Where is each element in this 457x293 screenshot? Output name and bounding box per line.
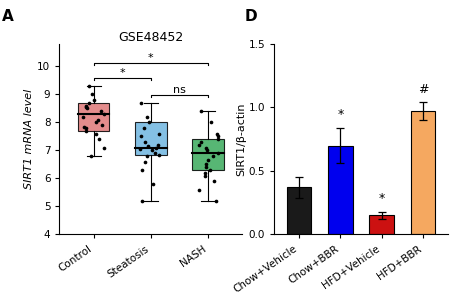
Point [92, 131, 100, 136]
Point [101, 145, 108, 150]
Text: A: A [2, 9, 14, 24]
Point [90, 98, 98, 102]
Point [85, 100, 93, 105]
Point [145, 120, 152, 125]
Text: *: * [378, 192, 385, 205]
Point [151, 151, 158, 156]
Point [87, 154, 95, 158]
Bar [135, 122, 166, 155]
Point [207, 168, 214, 172]
Point [202, 162, 209, 167]
Point [215, 151, 222, 156]
Point [139, 168, 146, 172]
Point [98, 109, 105, 113]
Point [85, 84, 93, 88]
Point [196, 142, 203, 147]
Point [79, 115, 86, 119]
Bar [192, 139, 223, 170]
Text: *: * [148, 53, 154, 63]
Point [141, 126, 148, 130]
Point [155, 131, 163, 136]
Point [137, 134, 144, 139]
Point [138, 198, 146, 203]
Point [145, 144, 152, 149]
Point [214, 134, 222, 139]
Point [149, 182, 157, 186]
Point [207, 120, 215, 125]
Point [143, 115, 150, 119]
Point [98, 123, 106, 127]
Text: ns: ns [173, 85, 186, 95]
Y-axis label: SIRT1/β-actin: SIRT1/β-actin [236, 103, 246, 176]
Point [83, 103, 90, 108]
Point [143, 154, 150, 158]
Point [155, 152, 163, 157]
Bar [411, 111, 436, 234]
Point [80, 124, 87, 129]
Bar [369, 215, 394, 234]
Point [195, 187, 202, 192]
Point [202, 145, 210, 150]
Text: *: * [119, 68, 125, 78]
Point [203, 148, 211, 153]
Point [154, 142, 161, 147]
Point [82, 126, 90, 130]
Point [138, 100, 145, 105]
Point [82, 128, 90, 133]
Point [153, 145, 160, 150]
Text: #: # [418, 83, 428, 96]
Point [202, 165, 209, 170]
Text: D: D [244, 9, 257, 24]
Bar [287, 188, 311, 234]
Point [201, 171, 208, 175]
Text: *: * [337, 108, 344, 121]
Point [83, 105, 90, 109]
Point [201, 173, 208, 178]
Y-axis label: SIRT1 mRNA level: SIRT1 mRNA level [25, 89, 34, 189]
Title: GSE48452: GSE48452 [118, 31, 183, 44]
Point [96, 137, 103, 142]
Point [142, 140, 149, 144]
Point [101, 112, 108, 116]
Point [148, 148, 155, 153]
Point [141, 159, 149, 164]
Point [209, 154, 217, 158]
Point [210, 179, 217, 183]
Point [213, 131, 220, 136]
Point [136, 146, 143, 151]
Point [204, 158, 212, 163]
Bar [78, 103, 109, 131]
Point [84, 106, 91, 111]
Bar [328, 146, 353, 234]
Point [89, 92, 96, 97]
Point [212, 198, 219, 203]
Point [95, 117, 102, 122]
Point [198, 140, 205, 144]
Point [92, 120, 100, 125]
Point [215, 137, 222, 142]
Point [198, 109, 205, 113]
